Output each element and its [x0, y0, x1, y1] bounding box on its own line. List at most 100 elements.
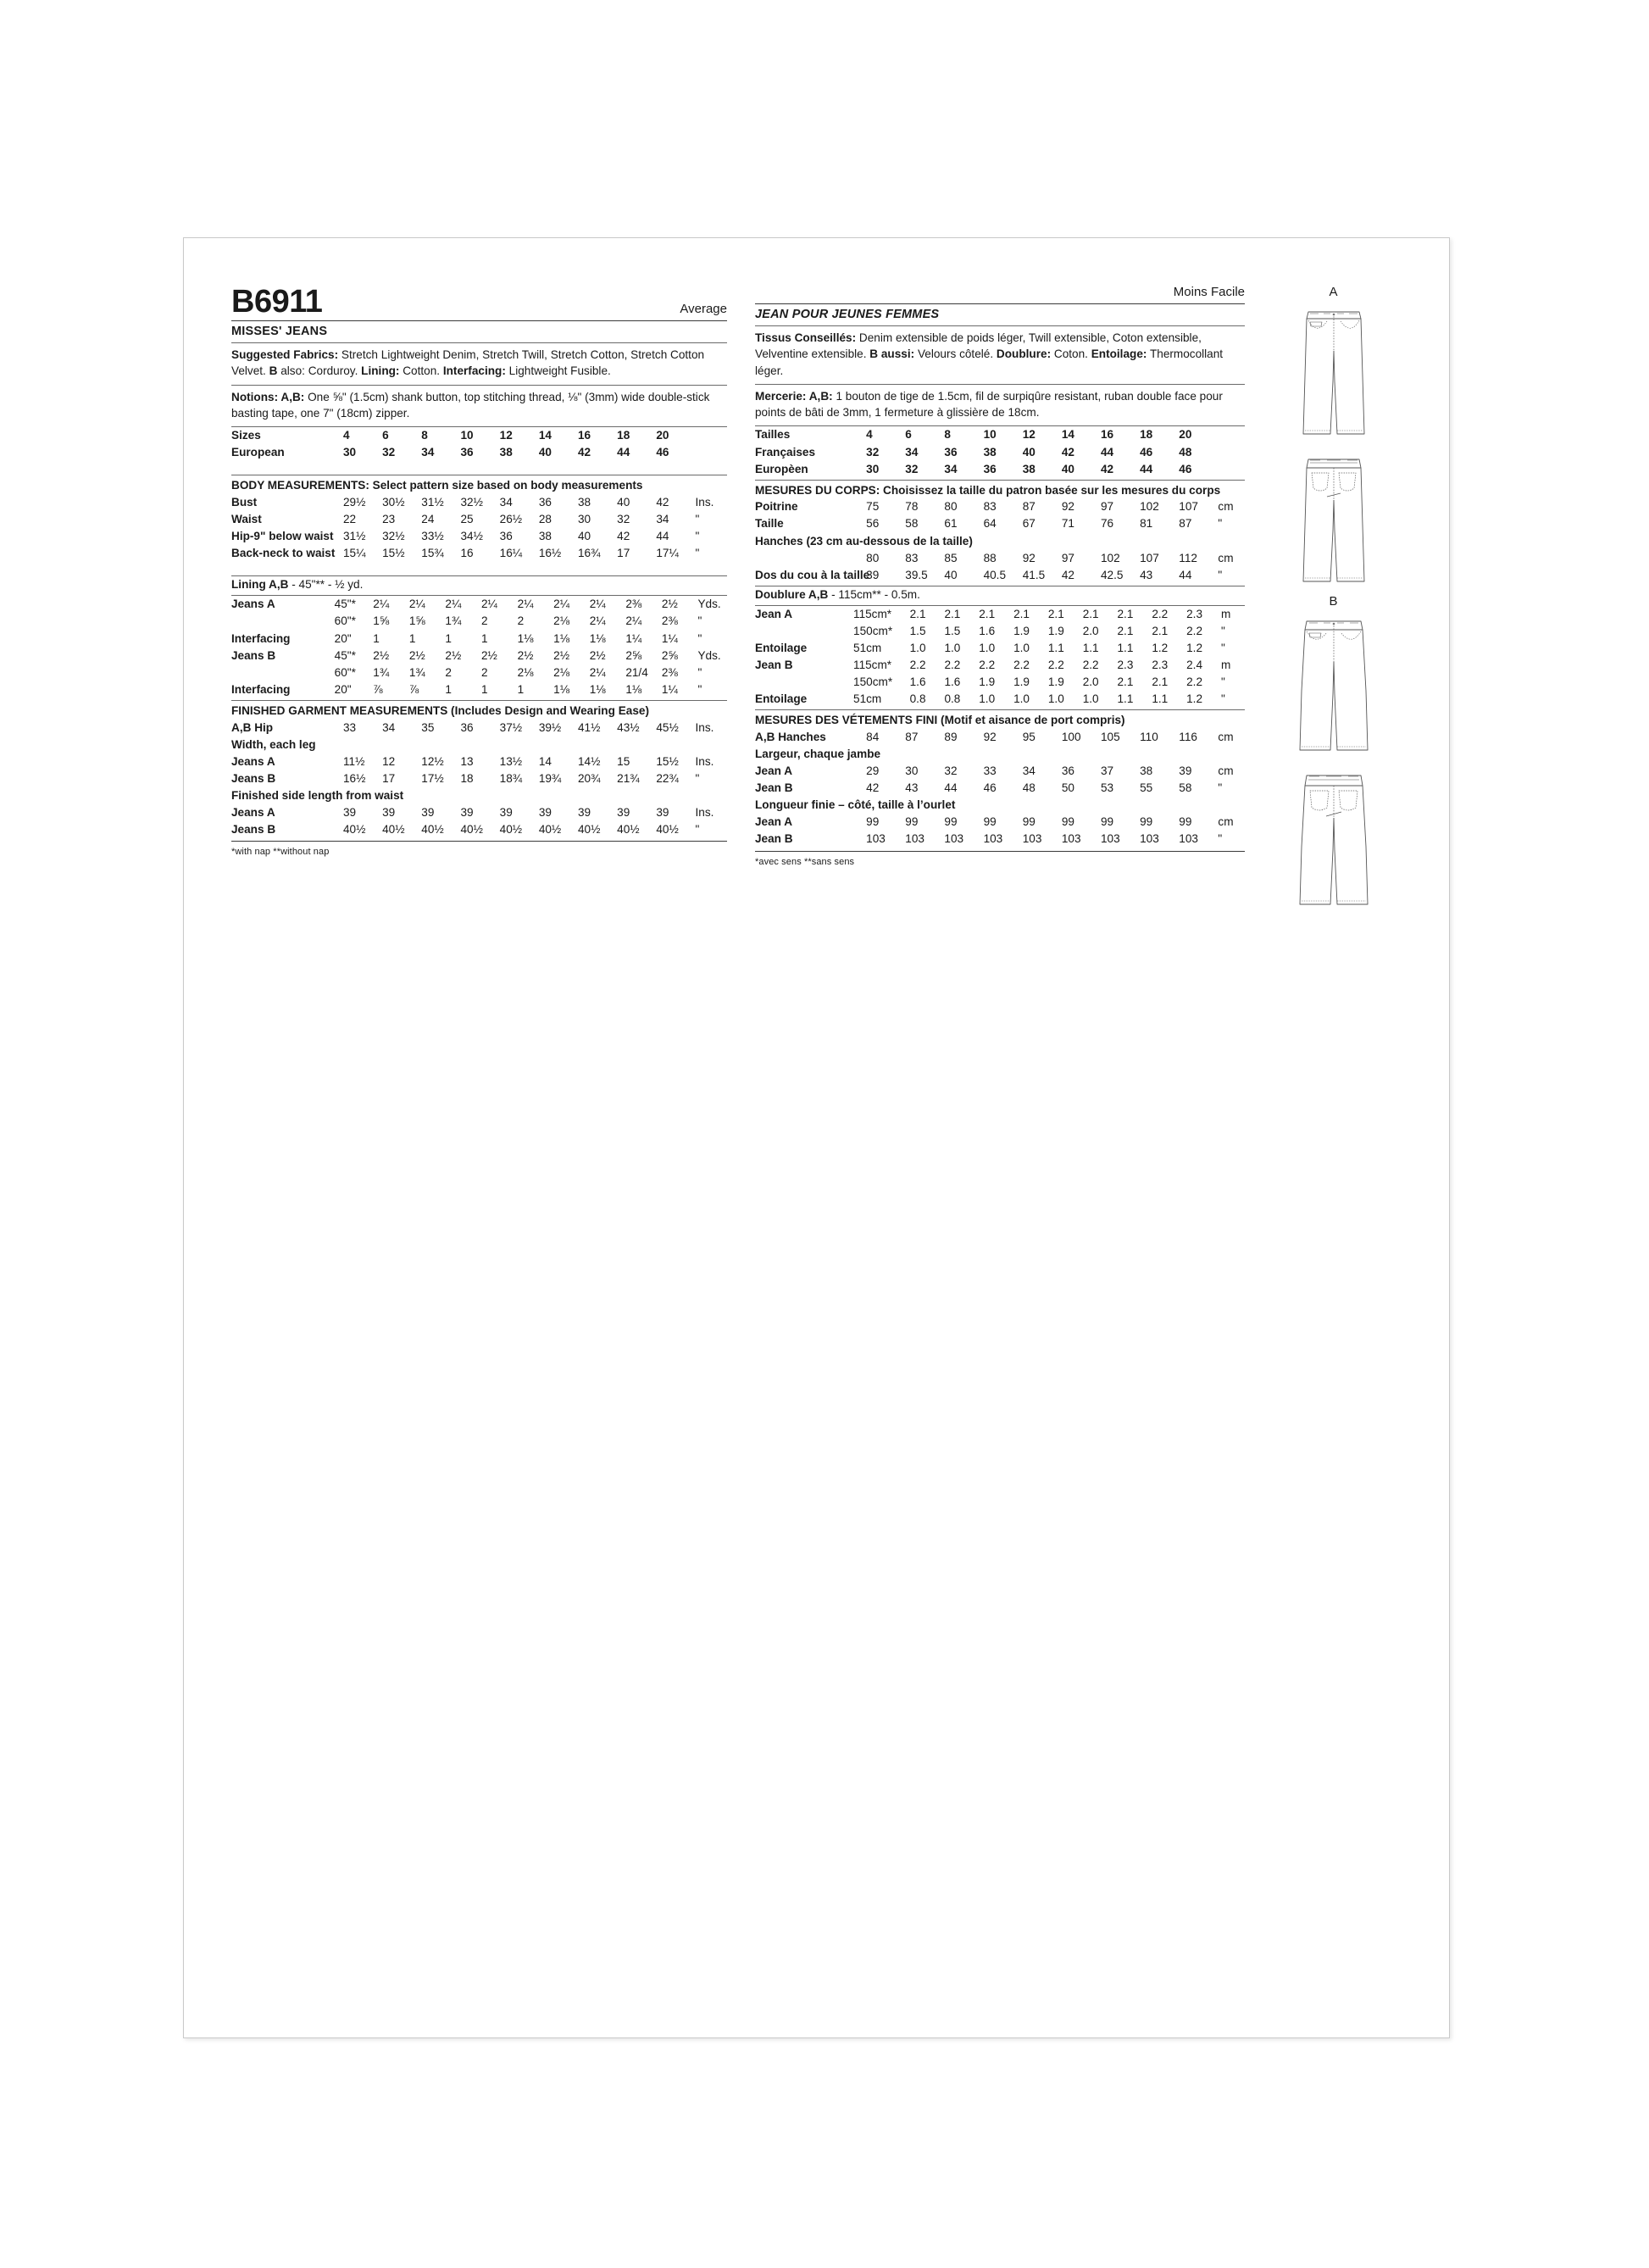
cell: 42 — [866, 781, 880, 795]
cell: 10 — [983, 428, 997, 442]
cell: 23 — [382, 513, 396, 526]
table-row: Jeans A 39 39 39 39 39 39 39 39 39 Ins. — [231, 804, 727, 821]
cell: 2⅝ — [661, 648, 678, 662]
cell: 2¼ — [589, 598, 606, 611]
cell: 2 — [517, 614, 525, 628]
cell: 1⅛ — [517, 631, 534, 645]
cell: 15 — [617, 754, 630, 768]
notions-divider-fr — [755, 425, 1245, 427]
cell: 32½ — [382, 530, 405, 543]
notions-en: Notions: A,B: One ⅝" (1.5cm) shank butto… — [231, 386, 727, 425]
cell: 39 — [577, 805, 591, 819]
interfacing-label-en: Interfacing: — [442, 364, 506, 378]
cell: 103 — [1179, 832, 1198, 846]
width-table-en: Jeans A 11½ 12 12½ 13 13½ 14 14½ 15 15½ … — [231, 753, 727, 787]
table-row: Waist 22 23 24 25 26½ 28 30 32 34 " — [231, 511, 727, 528]
table-row: Jean B 103 103 103 103 103 103 103 103 1… — [755, 831, 1245, 848]
table-row: Jeans B 40½ 40½ 40½ 40½ 40½ 40½ 40½ 40½ … — [231, 821, 727, 838]
table-row: Sizes 4 6 8 10 12 14 16 18 20 — [231, 427, 727, 444]
table-row: 60"* 1¾ 1¾ 2 2 2⅛ 2⅛ 2¼ 21/4 2⅜ " — [231, 664, 727, 681]
cell: 1.9 — [979, 675, 996, 689]
cell: 1.0 — [1013, 692, 1030, 706]
cell: 1.6 — [979, 624, 996, 637]
finished-table-en: A,B Hip 33 34 35 36 37½ 39½ 41½ 43½ 45½ … — [231, 720, 727, 737]
unit: cm — [1218, 815, 1234, 829]
cell: 61 — [944, 517, 958, 531]
cell: 1.9 — [1013, 675, 1030, 689]
table-row: Entoilage 51cm 1.0 1.0 1.0 1.0 1.1 1.1 1… — [755, 640, 1245, 657]
cell: 2.2 — [1013, 659, 1030, 672]
unit: " — [1220, 692, 1225, 706]
cell: 39 — [499, 805, 513, 819]
french-header: Moins Facile — [755, 286, 1245, 301]
sizes-label-en: Sizes — [231, 429, 261, 442]
cell: 40½ — [382, 823, 405, 837]
cell: 26½ — [499, 513, 523, 526]
cell: 95 — [1022, 731, 1035, 743]
cell: 1.0 — [909, 642, 926, 655]
table-row: Françaises 32 34 36 38 40 42 44 46 48 — [755, 444, 1245, 461]
spacer — [231, 562, 727, 574]
cell: 99 — [1100, 815, 1114, 829]
jeans-a-back-icon — [1302, 459, 1364, 582]
notions-divider-en — [231, 426, 727, 428]
european-label-en: European — [231, 446, 285, 459]
title-divider-fr — [755, 325, 1245, 326]
cell: 31½ — [342, 530, 366, 543]
cell: 92 — [983, 731, 997, 743]
cell: 1⅛ — [553, 631, 570, 645]
pattern-number: B6911 — [231, 284, 323, 320]
unit: Ins. — [695, 805, 714, 819]
cell: 99 — [905, 815, 919, 829]
cell: 41.5 — [1022, 568, 1046, 581]
lining-line-fr: Doublure A,B - 115cm** - 0.5m. — [755, 586, 1245, 603]
side-length-body-en: Jeans A 39 39 39 39 39 39 39 39 39 Ins. — [231, 804, 727, 838]
finished-divider-en — [231, 699, 727, 701]
unit: " — [697, 682, 702, 696]
cell: 78 — [905, 500, 919, 514]
cell: 1¾ — [445, 614, 462, 628]
cell: 1⅛ — [553, 682, 570, 696]
cell: 85 — [944, 551, 958, 564]
finished-head-en: FINISHED GARMENT MEASUREMENTS (Includes … — [231, 703, 649, 717]
cell: 1.9 — [1047, 675, 1064, 689]
row-label: A,B Hip — [231, 720, 274, 734]
cell: 17 — [382, 771, 396, 785]
cell: 12 — [499, 429, 513, 442]
row-label: A,B Hanches — [755, 731, 826, 743]
cell: 36 — [499, 530, 513, 543]
cell: 39 — [421, 805, 435, 819]
hanches-body-fr: 80 83 85 88 92 97 102 107 112 cm D — [755, 550, 1245, 584]
cell: 30 — [577, 513, 591, 526]
cell: 99 — [1179, 815, 1192, 829]
unit: " — [695, 530, 700, 543]
cell: 37½ — [499, 720, 523, 734]
cell: 36 — [460, 720, 474, 734]
cell: 6 — [382, 429, 389, 442]
row-label: Jean A — [755, 607, 793, 620]
cell: 103 — [944, 832, 964, 846]
cell: 1.0 — [1082, 692, 1099, 706]
cell: 1.6 — [944, 675, 961, 689]
difficulty-label-en: Average — [680, 302, 727, 316]
cell: 34 — [944, 462, 958, 475]
fabric-width: 150cm* — [853, 624, 893, 637]
side-length-table-en: Jeans A 39 39 39 39 39 39 39 39 39 Ins. — [231, 804, 727, 838]
unit: cm — [1218, 764, 1234, 778]
table-row: Jean B 115cm* 2.2 2.2 2.2 2.2 2.2 2.2 2.… — [755, 657, 1245, 674]
cell: 32 — [944, 764, 958, 778]
cell: 1 — [517, 682, 525, 696]
cell: 67 — [1022, 517, 1035, 531]
cell: 1.5 — [909, 624, 926, 637]
cell: 84 — [866, 731, 880, 743]
cell: 103 — [905, 832, 924, 846]
cell: 44 — [1100, 445, 1114, 459]
cell: 18 — [460, 771, 474, 785]
cell: 44 — [617, 446, 630, 459]
row-label — [755, 623, 853, 640]
cell — [1218, 426, 1245, 443]
fabric-width: 45"* — [334, 598, 356, 611]
lining-line-bold-en: Lining A,B — [231, 578, 289, 592]
row-label: Poitrine — [755, 500, 798, 514]
table-row: Poitrine 75 78 80 83 87 92 97 102 107 cm — [755, 498, 1245, 515]
